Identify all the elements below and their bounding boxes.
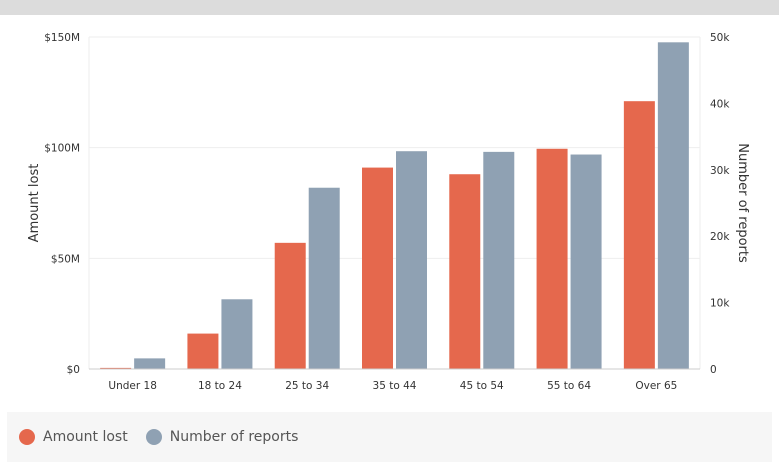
right-axis-title: Number of reports <box>735 143 750 263</box>
bar-number-of-reports[interactable] <box>134 358 166 369</box>
bar-number-of-reports[interactable] <box>483 151 515 369</box>
left-tick-label: $150M <box>44 32 80 44</box>
right-tick-label: 40k <box>710 98 730 110</box>
bar-amount-lost[interactable] <box>536 148 568 369</box>
right-tick-label: 50k <box>710 32 730 44</box>
bar-number-of-reports[interactable] <box>396 151 427 369</box>
amount-lost-swatch-icon <box>19 429 35 445</box>
category-label: 55 to 64 <box>547 380 591 392</box>
bar-amount-lost[interactable] <box>362 167 393 369</box>
bar-chart: $0 $50M $100M $150M 0 10k 20k 30k 40k 50k Under … <box>27 32 750 392</box>
category-label: Under 18 <box>108 380 156 392</box>
legend-item-number-of-reports[interactable]: Number of reports <box>145 429 299 445</box>
left-axis-ticks: $0 $50M $100M $150M <box>44 32 80 376</box>
legend-label-number-of-reports: Number of reports <box>169 429 299 445</box>
category-label: Over 65 <box>635 380 677 392</box>
left-tick-label: $100M <box>44 143 80 155</box>
bar-number-of-reports[interactable] <box>221 299 253 369</box>
category-ticks: Under 18 18 to 24 25 to 34 35 to 44 45 to 54… <box>108 380 677 392</box>
right-tick-label: 0 <box>710 364 717 376</box>
left-tick-label: $0 <box>67 364 80 376</box>
bar-number-of-reports[interactable] <box>308 187 340 369</box>
bar-amount-lost[interactable] <box>187 333 219 369</box>
legend-item-amount-lost[interactable]: Amount lost <box>19 429 128 445</box>
right-tick-label: 10k <box>710 298 730 310</box>
top-strip <box>0 0 779 15</box>
category-label: 18 to 24 <box>198 380 242 392</box>
left-tick-label: $50M <box>51 253 80 265</box>
left-axis-title: Amount lost <box>27 164 42 243</box>
bar-number-of-reports[interactable] <box>570 154 602 369</box>
bar-number-of-reports[interactable] <box>657 42 689 369</box>
bar-amount-lost[interactable] <box>623 101 655 369</box>
legend: Amount lost Number of reports <box>7 412 772 462</box>
category-label: 25 to 34 <box>285 380 329 392</box>
bar-amount-lost[interactable] <box>100 367 132 369</box>
right-tick-label: 30k <box>710 165 730 177</box>
bar-amount-lost[interactable] <box>274 242 306 369</box>
bar-amount-lost[interactable] <box>449 174 481 369</box>
number-of-reports-swatch-icon <box>145 429 162 445</box>
legend-label-amount-lost: Amount lost <box>43 429 128 445</box>
right-tick-label: 20k <box>710 231 730 243</box>
bars <box>100 42 689 369</box>
right-axis-ticks: 0 10k 20k 30k 40k 50k <box>710 32 730 376</box>
grid-lines <box>88 36 701 369</box>
category-label: 45 to 54 <box>460 380 504 392</box>
category-label: 35 to 44 <box>373 380 417 392</box>
chart-card: $0 $50M $100M $150M 0 10k 20k 30k 40k 50k Under … <box>7 15 772 412</box>
